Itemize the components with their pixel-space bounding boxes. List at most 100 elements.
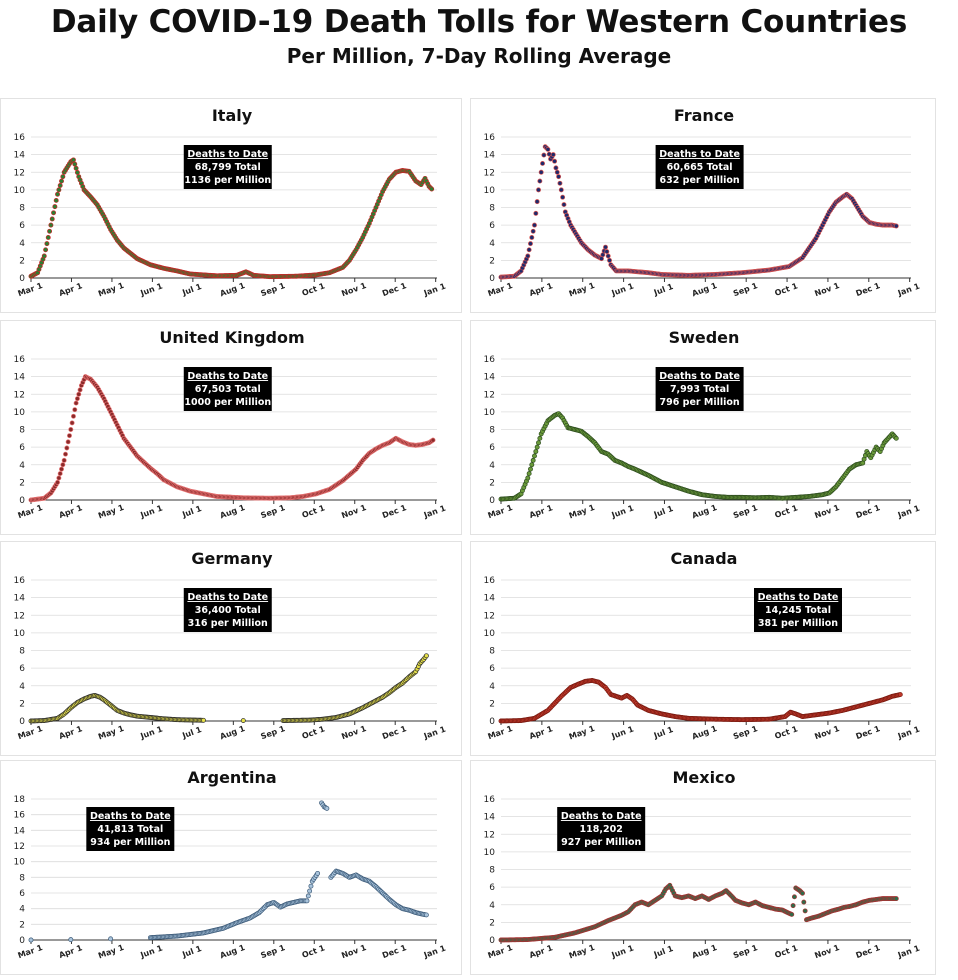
x-tick-label: Jul 1 bbox=[652, 282, 675, 298]
box-value: 927 per Million bbox=[561, 837, 641, 848]
data-point bbox=[76, 391, 82, 397]
data-point bbox=[552, 158, 558, 164]
x-tick-label: Apr 1 bbox=[58, 943, 84, 960]
y-tick-label: 2 bbox=[489, 918, 495, 928]
x-tick-label: Apr 1 bbox=[528, 281, 554, 298]
data-point bbox=[604, 249, 610, 255]
data-point bbox=[530, 457, 536, 463]
data-point bbox=[528, 241, 533, 247]
box-heading: Deaths to Date bbox=[90, 811, 171, 822]
data-point bbox=[557, 180, 563, 186]
data-point bbox=[528, 466, 533, 472]
x-tick-label: Aug 1 bbox=[219, 281, 247, 298]
data-point bbox=[28, 937, 34, 943]
data-point bbox=[429, 186, 435, 192]
y-tick-label: 6 bbox=[19, 443, 25, 453]
data-point bbox=[801, 899, 807, 905]
data-series bbox=[498, 411, 899, 502]
data-point bbox=[240, 718, 246, 724]
x-tick-label: Nov 1 bbox=[340, 724, 368, 741]
x-tick-label: Aug 1 bbox=[691, 943, 719, 960]
data-point bbox=[53, 197, 59, 203]
box-value: 7,993 Total bbox=[670, 384, 729, 395]
page-subtitle: Per Million, 7-Day Rolling Average bbox=[286, 44, 672, 68]
data-point bbox=[60, 462, 66, 468]
x-tick-label: Dec 1 bbox=[855, 724, 882, 741]
data-point bbox=[529, 462, 535, 468]
data-point bbox=[536, 440, 541, 446]
y-tick-label: 8 bbox=[19, 647, 25, 657]
y-tick-label: 6 bbox=[19, 221, 25, 231]
data-point bbox=[59, 178, 64, 184]
data-point bbox=[64, 445, 70, 451]
x-tick-label: Jan 1 bbox=[422, 724, 447, 741]
y-tick-label: 10 bbox=[484, 848, 496, 858]
data-point bbox=[525, 253, 531, 259]
chart-panel-united-kingdom: United Kingdom 0 2 4 6 8 10 12 14 16 Mar 1 Apr 1 May… bbox=[0, 320, 462, 535]
y-tick-label: 16 bbox=[14, 355, 26, 365]
x-tick-label: Oct 1 bbox=[774, 724, 800, 741]
y-tick-label: 10 bbox=[14, 629, 26, 639]
data-point bbox=[536, 187, 541, 193]
y-tick-label: 12 bbox=[14, 611, 25, 621]
data-point bbox=[893, 896, 899, 902]
y-tick-label: 10 bbox=[484, 408, 496, 418]
data-point bbox=[48, 222, 54, 228]
x-tick-label: Nov 1 bbox=[340, 281, 368, 298]
data-point bbox=[540, 160, 545, 166]
y-tick-label: 16 bbox=[14, 811, 26, 821]
data-point bbox=[74, 396, 80, 402]
box-heading: Deaths to Date bbox=[659, 149, 740, 160]
y-tick-label: 4 bbox=[19, 905, 25, 915]
y-tick-label: 6 bbox=[489, 664, 495, 674]
box-value: 1136 per Million bbox=[184, 175, 271, 186]
x-tick-label: Jan 1 bbox=[422, 943, 447, 960]
y-tick-label: 2 bbox=[19, 699, 25, 709]
data-point bbox=[65, 439, 71, 445]
data-point bbox=[533, 449, 539, 454]
x-tick-label: Aug 1 bbox=[691, 281, 719, 298]
y-tick-label: 2 bbox=[19, 478, 25, 488]
box-heading: Deaths to Date bbox=[187, 149, 268, 160]
chart-title: France bbox=[674, 106, 734, 125]
data-point bbox=[72, 407, 78, 413]
data-point bbox=[893, 435, 899, 441]
y-tick-label: 8 bbox=[19, 426, 25, 436]
y-tick-label: 14 bbox=[484, 373, 496, 383]
chart-title: Argentina bbox=[187, 768, 276, 787]
y-tick-label: 10 bbox=[484, 186, 496, 196]
x-tick-label: Apr 1 bbox=[528, 503, 554, 520]
data-point bbox=[607, 257, 612, 263]
y-tick-label: 6 bbox=[489, 883, 495, 893]
data-point bbox=[201, 717, 206, 723]
y-tick-label: 14 bbox=[484, 594, 496, 604]
x-tick-label: May 1 bbox=[97, 281, 126, 299]
x-tick-label: Nov 1 bbox=[813, 503, 841, 520]
box-value: 36,400 Total bbox=[195, 605, 261, 616]
box-value: 796 per Million bbox=[660, 397, 740, 408]
x-tick-label: Jan 1 bbox=[422, 503, 447, 520]
data-point bbox=[108, 936, 114, 942]
y-tick-label: 6 bbox=[19, 889, 25, 899]
x-tick-label: Sep 1 bbox=[732, 281, 759, 298]
data-point bbox=[791, 894, 797, 900]
data-point bbox=[423, 912, 429, 918]
data-point bbox=[533, 210, 539, 216]
x-tick-label: Aug 1 bbox=[219, 943, 247, 960]
deaths-to-date-box: Deaths to Date 68,799 Total 1136 per Milli… bbox=[183, 145, 272, 189]
data-point bbox=[893, 223, 899, 229]
box-value: 67,503 Total bbox=[195, 384, 261, 395]
x-tick-label: Jul 1 bbox=[652, 944, 675, 960]
chart-title: Canada bbox=[671, 549, 738, 568]
data-point bbox=[534, 199, 540, 205]
data-series bbox=[28, 653, 429, 724]
x-tick-label: Jun 1 bbox=[610, 281, 636, 298]
y-tick-label: 0 bbox=[489, 936, 495, 946]
data-point bbox=[73, 400, 79, 406]
x-tick-label: Jan 1 bbox=[896, 503, 921, 520]
box-value: 316 per Million bbox=[188, 618, 268, 629]
